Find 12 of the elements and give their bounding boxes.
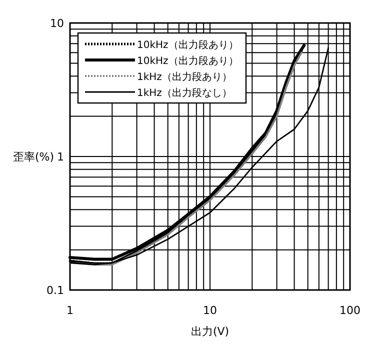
y-axis-title: 歪率(%) [12, 150, 54, 164]
legend-label: 1kHz（出力段あり） [137, 71, 232, 83]
y-tick-label: 10 [50, 17, 64, 30]
x-axis-title: 出力(V) [190, 325, 230, 338]
x-tick-label: 100 [340, 304, 360, 317]
x-tick-label: 10 [203, 304, 217, 317]
x-tick-label: 1 [66, 304, 74, 317]
y-tick-label: 1 [57, 150, 64, 164]
legend-label: 1kHz（出力段なし） [137, 87, 232, 99]
legend-label: 10kHz（出力段あり） [137, 39, 238, 51]
y-tick-label: 0.1 [46, 284, 64, 297]
legend-label: 10kHz（出力段あり） [137, 55, 238, 67]
